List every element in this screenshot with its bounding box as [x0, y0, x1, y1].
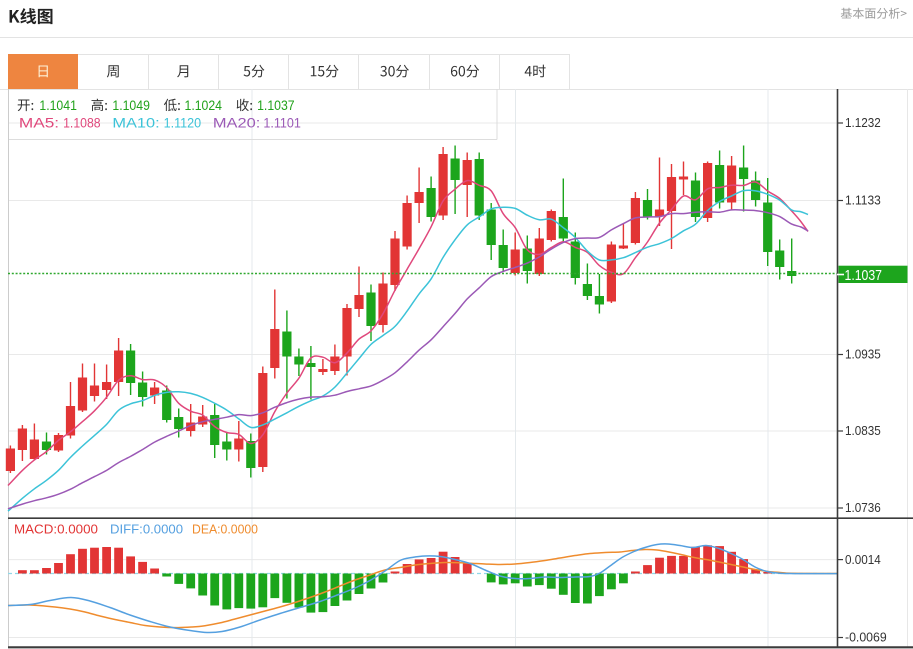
svg-text:MA5:: MA5:	[19, 116, 59, 131]
svg-text:1.1120: 1.1120	[164, 116, 202, 131]
svg-text:MACD:0.0000: MACD:0.0000	[14, 523, 98, 537]
svg-text:1.1088: 1.1088	[63, 116, 101, 131]
svg-text:1.1101: 1.1101	[263, 116, 301, 131]
svg-text:MA20:: MA20:	[213, 116, 260, 131]
svg-text:1.1041: 1.1041	[39, 98, 77, 113]
svg-text:1.1037: 1.1037	[257, 98, 295, 113]
svg-text:1.1232: 1.1232	[845, 116, 881, 130]
svg-text:1.1133: 1.1133	[845, 194, 881, 208]
svg-text:MA10:: MA10:	[112, 116, 159, 131]
svg-text:1.1037: 1.1037	[845, 267, 883, 284]
svg-text:1.0835: 1.0835	[845, 424, 881, 438]
svg-text:DIFF:0.0000: DIFF:0.0000	[110, 523, 183, 537]
svg-text:1.0736: 1.0736	[845, 501, 881, 515]
svg-text:1.1024: 1.1024	[185, 98, 223, 113]
svg-text:1.0935: 1.0935	[845, 348, 881, 362]
svg-text:-0.0069: -0.0069	[845, 631, 887, 645]
svg-text:1.1049: 1.1049	[112, 98, 149, 113]
svg-text:0.0014: 0.0014	[845, 553, 881, 567]
svg-text:DEA:0.0000: DEA:0.0000	[192, 523, 258, 537]
